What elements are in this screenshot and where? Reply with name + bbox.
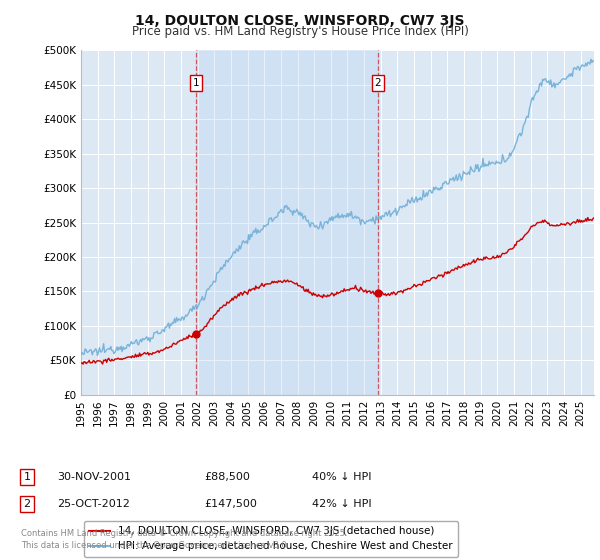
Text: 14, DOULTON CLOSE, WINSFORD, CW7 3JS: 14, DOULTON CLOSE, WINSFORD, CW7 3JS	[135, 14, 465, 28]
Text: £88,500: £88,500	[204, 472, 250, 482]
Text: 2: 2	[23, 499, 31, 509]
Text: Contains HM Land Registry data © Crown copyright and database right 2025.
This d: Contains HM Land Registry data © Crown c…	[21, 529, 347, 550]
Text: 42% ↓ HPI: 42% ↓ HPI	[312, 499, 371, 509]
Text: Price paid vs. HM Land Registry's House Price Index (HPI): Price paid vs. HM Land Registry's House …	[131, 25, 469, 38]
Bar	[196, 50, 378, 395]
Text: 30-NOV-2001: 30-NOV-2001	[57, 472, 131, 482]
Text: £147,500: £147,500	[204, 499, 257, 509]
Text: 1: 1	[193, 78, 200, 88]
Text: 40% ↓ HPI: 40% ↓ HPI	[312, 472, 371, 482]
Text: 2: 2	[374, 78, 381, 88]
Text: 1: 1	[23, 472, 31, 482]
Text: 25-OCT-2012: 25-OCT-2012	[57, 499, 130, 509]
Legend: 14, DOULTON CLOSE, WINSFORD, CW7 3JS (detached house), HPI: Average price, detac: 14, DOULTON CLOSE, WINSFORD, CW7 3JS (de…	[83, 521, 458, 557]
